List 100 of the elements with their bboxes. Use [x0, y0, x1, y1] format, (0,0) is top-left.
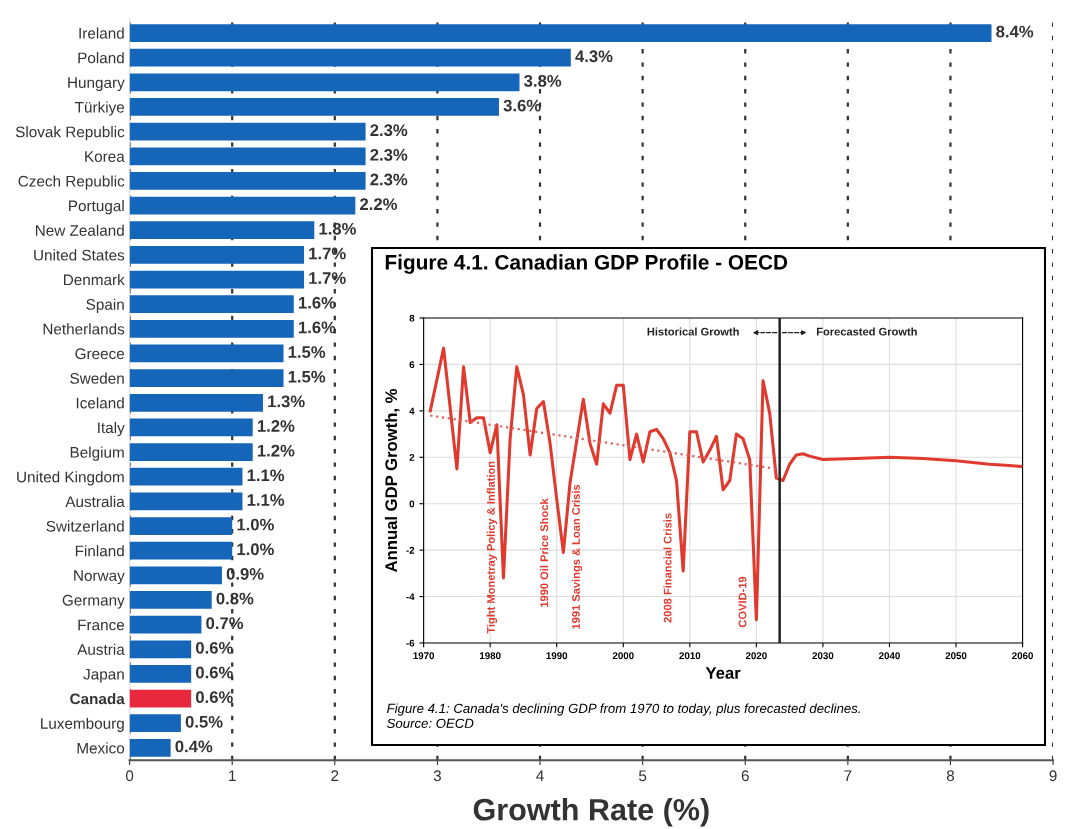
annotation: COVID-19: [738, 576, 747, 628]
bar: [129, 615, 202, 634]
bar: [129, 221, 315, 240]
y-tick-label: Türkiye: [74, 101, 125, 116]
y-tick-label: Canada: [70, 693, 125, 705]
y-tick-label: Belgium: [70, 446, 124, 461]
bar: [129, 640, 192, 659]
y-tick-label: Sweden: [70, 372, 124, 384]
y-tick-label: 0: [409, 500, 415, 508]
y-tick-label: Germany: [62, 594, 125, 609]
y-tick-label: 4: [409, 407, 415, 415]
bar: [129, 738, 171, 757]
data-label: 1.0%: [237, 543, 274, 556]
y-tick-label: Czech Republic: [18, 175, 125, 190]
bar: [129, 295, 294, 314]
bar: [129, 196, 356, 215]
bar: [129, 591, 212, 609]
annotation: Tight Monetray Policy & Inflation: [486, 461, 498, 634]
data-label: 1.5%: [288, 370, 326, 383]
bar: [129, 24, 992, 42]
y-tick-label: 2: [409, 454, 415, 461]
y-tick-label: Korea: [85, 151, 125, 162]
data-label: 0.8%: [216, 592, 254, 605]
data-label: 1.8%: [319, 222, 356, 235]
y-tick-label: Austria: [77, 643, 125, 655]
y-tick-label: Iceland: [76, 397, 124, 409]
data-label: 0.4%: [175, 740, 213, 753]
bar: [129, 369, 284, 387]
annotation: Forecasted Growth: [816, 327, 917, 336]
bar: [129, 147, 366, 166]
bar: [129, 418, 253, 437]
x-tick-label: 1980: [479, 652, 501, 660]
x-tick-label: 2040: [879, 652, 900, 660]
y-tick-label: Switzerland: [46, 520, 124, 532]
bar: [129, 467, 243, 486]
data-label: 3.6%: [503, 99, 541, 112]
bar: [129, 517, 233, 535]
bar: [129, 98, 499, 116]
data-label: 0.6%: [195, 666, 233, 679]
x-tick-label: 2030: [812, 652, 834, 660]
bar: [129, 443, 253, 461]
bar: [129, 689, 192, 708]
y-tick-label: Denmark: [64, 273, 125, 286]
y-tick-label: Australia: [65, 495, 125, 508]
y-axis-title: Annual GDP Growth, %: [384, 388, 400, 573]
data-label: 2.3%: [370, 124, 408, 137]
bar: [129, 566, 222, 585]
data-label: 1.6%: [298, 321, 336, 334]
bar: [129, 246, 305, 264]
data-label: 1.2%: [257, 444, 295, 457]
x-tick-label: 9: [1049, 770, 1057, 782]
y-tick-label: New Zealand: [35, 224, 124, 236]
x-tick-label: 8: [946, 770, 955, 782]
y-tick-label: -4: [406, 593, 415, 601]
y-tick-label: France: [78, 619, 125, 631]
x-tick-label: 1970: [413, 652, 435, 660]
y-tick-label: Spain: [86, 298, 124, 313]
annotation: 1990 Oil Price Shock: [540, 498, 549, 607]
x-tick-label: 2050: [945, 652, 967, 660]
x-tick-label: 6: [741, 770, 749, 782]
y-tick-label: United Kingdom: [17, 471, 124, 486]
x-tick-label: 1: [229, 770, 236, 781]
y-tick-label: Ireland: [79, 27, 124, 39]
x-tick-label: 3: [433, 770, 441, 782]
data-label: 1.3%: [268, 395, 305, 408]
x-tick-label: 2000: [612, 652, 634, 660]
y-tick-label: Portugal: [69, 200, 124, 215]
y-tick-label: Hungary: [68, 77, 125, 92]
y-tick-label: Greece: [75, 348, 125, 360]
data-label: 3.8%: [524, 75, 562, 87]
y-tick-label: 6: [409, 361, 415, 369]
bar: [129, 270, 305, 289]
x-tick-label: 1990: [546, 652, 568, 660]
data-label: 1.5%: [288, 346, 326, 358]
data-label: 1.7%: [309, 272, 346, 284]
data-label: 1.0%: [237, 518, 274, 531]
bar: [129, 172, 366, 190]
y-tick-label: Italy: [98, 421, 125, 437]
bar: [129, 344, 284, 363]
x-tick-label: 4: [536, 770, 544, 781]
annotation: 1991 Savings & Loan Crisis: [571, 484, 583, 629]
bar: [129, 319, 294, 338]
x-tick-label: 7: [844, 770, 852, 781]
y-tick-label: -6: [406, 639, 415, 647]
data-label: 1.2%: [257, 420, 295, 432]
y-tick-label: Netherlands: [43, 323, 125, 335]
data-label: 0.6%: [195, 641, 233, 654]
annotation: 2008 Financial Crisis: [663, 513, 672, 623]
bar: [129, 48, 571, 67]
y-tick-label: 8: [409, 314, 415, 322]
data-label: 2.3%: [370, 173, 408, 186]
y-tick-label: -2: [406, 546, 415, 554]
chart-title: Figure 4.1. Canadian GDP Profile - OECD: [385, 254, 788, 274]
annotation: Source: OECD: [386, 718, 474, 728]
bar: [129, 714, 181, 733]
x-axis-title: Growth Rate (%): [473, 798, 709, 827]
x-tick-label: 5: [638, 770, 647, 782]
y-tick-label: Mexico: [77, 742, 125, 754]
x-tick-label: 2010: [679, 652, 701, 660]
data-label: 1.7%: [309, 247, 346, 260]
